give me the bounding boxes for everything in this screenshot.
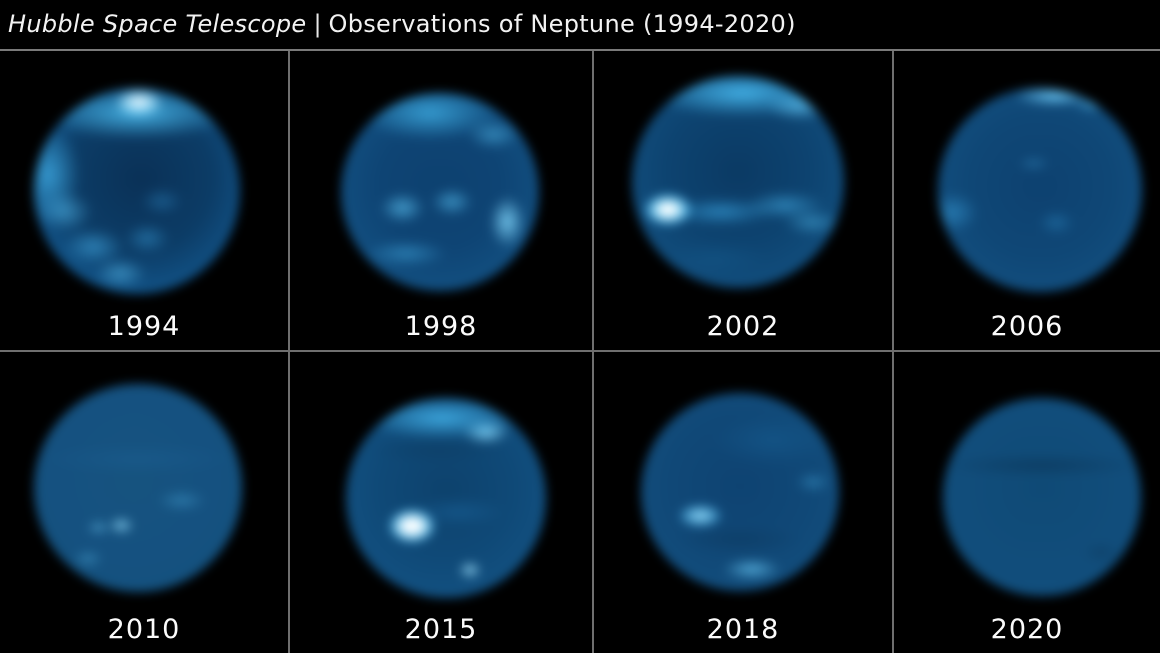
year-label-2002: 2002 — [706, 311, 780, 342]
panel-2006: 2006 — [894, 51, 1160, 350]
year-label-2010: 2010 — [107, 614, 181, 645]
year-label-1998: 1998 — [404, 311, 478, 342]
title-underline — [0, 49, 1160, 51]
year-label-2018: 2018 — [706, 614, 780, 645]
title-telescope-name: Hubble Space Telescope — [8, 10, 307, 38]
neptune-image-2010 — [34, 384, 242, 592]
year-label-1994: 1994 — [107, 311, 181, 342]
neptune-image-1994 — [34, 88, 240, 294]
year-label-2015: 2015 — [404, 614, 478, 645]
panel-1994: 1994 — [0, 51, 288, 350]
neptune-image-2006 — [938, 88, 1142, 292]
year-label-2020: 2020 — [990, 614, 1064, 645]
panel-1998: 1998 — [290, 51, 592, 350]
observation-grid: 1994 1998 2002 2006 2010 2015 2018 — [0, 51, 1160, 653]
panel-2015: 2015 — [290, 352, 592, 653]
neptune-image-1998 — [341, 93, 539, 291]
neptune-image-2015 — [346, 398, 546, 598]
panel-2002: 2002 — [594, 51, 892, 350]
panel-2018: 2018 — [594, 352, 892, 653]
neptune-image-2020 — [943, 398, 1141, 596]
year-label-2006: 2006 — [990, 311, 1064, 342]
neptune-image-2018 — [641, 393, 839, 591]
neptune-image-2002 — [632, 76, 844, 288]
panel-2020: 2020 — [894, 352, 1160, 653]
title-bar: Hubble Space Telescope | Observations of N… — [0, 0, 1160, 49]
panel-2010: 2010 — [0, 352, 288, 653]
title-divider-glyph: | — [313, 10, 322, 38]
title-subtitle: Observations of Neptune (1994-2020) — [328, 10, 796, 38]
